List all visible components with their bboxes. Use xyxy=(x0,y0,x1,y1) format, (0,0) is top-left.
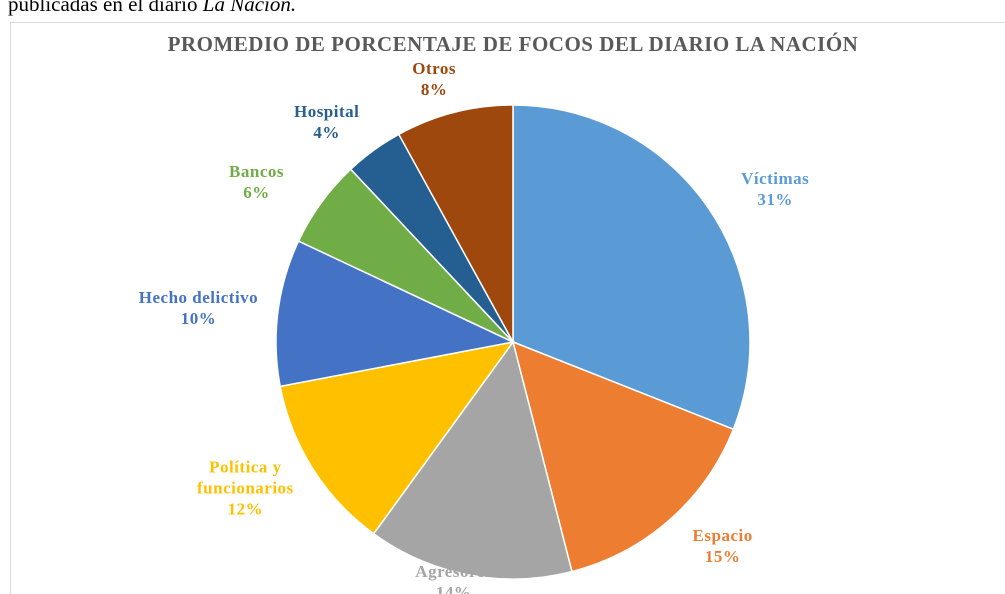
pie-slice xyxy=(511,340,735,573)
data-label: Víctimas 31% xyxy=(700,168,850,210)
label-value: 12% xyxy=(227,499,264,519)
label-category: Política y funcionarios xyxy=(197,457,294,498)
pie-slice xyxy=(397,104,514,343)
label-category: Bancos xyxy=(229,162,285,182)
pie-slice xyxy=(512,104,751,431)
label-category: Agresores xyxy=(415,562,492,581)
caption-text: publicadas en el diario xyxy=(8,0,203,16)
label-category: Hecho delictivo xyxy=(138,287,259,307)
data-label: Hospital 4% xyxy=(252,101,402,143)
label-category: Víctimas xyxy=(741,169,810,189)
label-value: 6% xyxy=(243,183,270,203)
label-category: Espacio xyxy=(692,526,753,546)
label-value: 10% xyxy=(180,308,217,328)
label-value: 4% xyxy=(313,122,340,142)
label-value: 14% xyxy=(435,583,472,594)
chart-frame xyxy=(10,22,1005,594)
pie-slice xyxy=(372,340,573,580)
data-label: Política y funcionarios 12% xyxy=(170,456,320,519)
caption-italic: La Nación. xyxy=(202,0,297,16)
caption: publicadas en el diario La Nación. xyxy=(8,0,296,17)
data-label: Hecho delictivo 10% xyxy=(123,287,273,329)
label-category: Hospital xyxy=(293,101,360,121)
data-label: Agresores 14% xyxy=(379,561,529,594)
data-label: Espacio 15% xyxy=(648,525,798,567)
label-value: 31% xyxy=(757,190,793,210)
data-label: Bancos 6% xyxy=(182,161,332,203)
label-value: 8% xyxy=(420,79,448,99)
label-value: 15% xyxy=(704,547,741,567)
pie-slice xyxy=(275,240,516,388)
label-category: Otros xyxy=(412,58,457,78)
pie-slice xyxy=(279,340,515,535)
chart-title: PROMEDIO DE PORCENTAJE DE FOCOS DEL DIAR… xyxy=(167,32,859,56)
data-label: Otros 8% xyxy=(359,58,509,100)
